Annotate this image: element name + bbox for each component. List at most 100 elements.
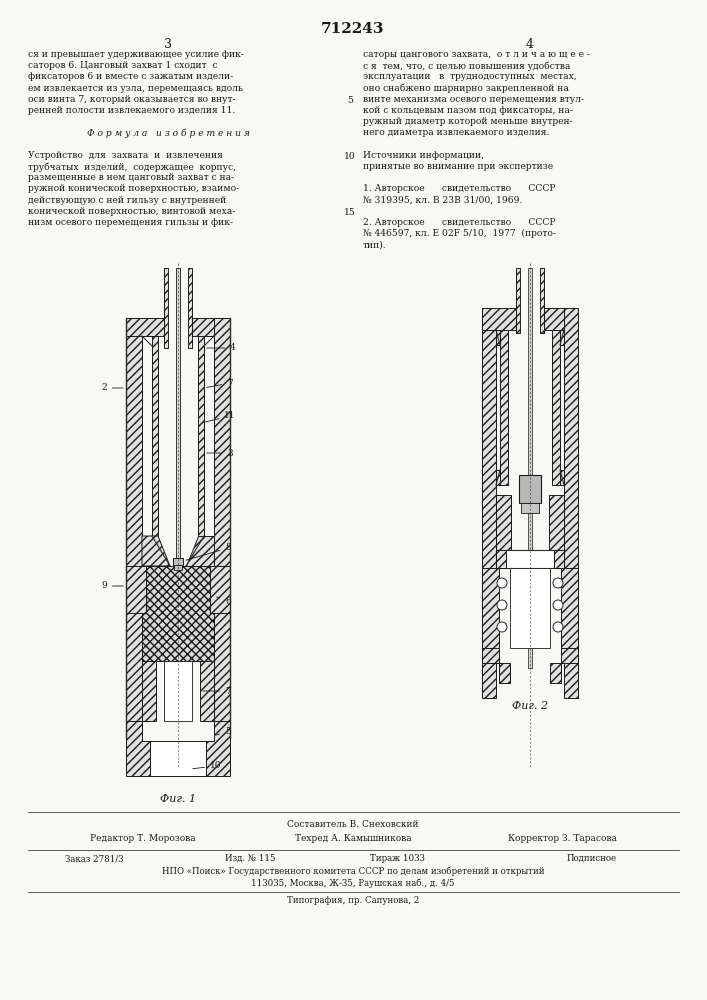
Bar xyxy=(519,475,541,503)
Text: 3: 3 xyxy=(164,38,172,51)
Text: ся и превышает удерживающее усилие фик-: ся и превышает удерживающее усилие фик- xyxy=(28,50,244,59)
Text: Источники информации,: Источники информации, xyxy=(363,151,484,160)
Text: 712243: 712243 xyxy=(321,22,385,36)
Bar xyxy=(198,336,204,536)
Text: 10: 10 xyxy=(193,762,222,770)
Text: 6: 6 xyxy=(216,596,231,605)
Text: Устройство  для  захвата  и  извлечения: Устройство для захвата и извлечения xyxy=(28,151,223,160)
Text: ем извлекается из узла, перемещаясь вдоль: ем извлекается из узла, перемещаясь вдол… xyxy=(28,84,243,93)
Bar xyxy=(510,568,550,648)
Bar xyxy=(173,558,183,565)
Polygon shape xyxy=(500,500,511,545)
Text: Корректор З. Тарасова: Корректор З. Тарасова xyxy=(508,834,617,843)
Bar xyxy=(142,661,156,721)
Bar xyxy=(210,566,230,613)
Text: трубчатых  изделий,  содержащее  корпус,: трубчатых изделий, содержащее корпус, xyxy=(28,162,236,172)
Bar xyxy=(192,318,214,336)
Text: низм осевого перемещения гильзы и фик-: низм осевого перемещения гильзы и фик- xyxy=(28,218,233,227)
Circle shape xyxy=(553,600,563,610)
Polygon shape xyxy=(206,721,230,776)
Polygon shape xyxy=(560,330,564,345)
Bar xyxy=(528,268,532,668)
Text: винте механизма осевого перемещения втул-: винте механизма осевого перемещения втул… xyxy=(363,95,584,104)
Bar xyxy=(554,550,564,568)
Text: размещенные в нем цанговый захват с на-: размещенные в нем цанговый захват с на- xyxy=(28,173,234,182)
Text: 9: 9 xyxy=(101,582,123,590)
Text: Изд. № 115: Изд. № 115 xyxy=(225,854,276,863)
Text: 2. Авторское      свидетельство      СССР: 2. Авторское свидетельство СССР xyxy=(363,218,556,227)
Bar xyxy=(188,268,192,348)
Text: 1. Авторское      свидетельство      СССР: 1. Авторское свидетельство СССР xyxy=(363,184,556,193)
Bar xyxy=(152,336,158,536)
Text: ружный диаметр которой меньше внутрен-: ружный диаметр которой меньше внутрен- xyxy=(363,117,573,126)
Text: Типография, пр. Сапунова, 2: Типография, пр. Сапунова, 2 xyxy=(287,896,419,905)
Bar xyxy=(164,661,192,721)
Polygon shape xyxy=(186,536,214,566)
Text: Фиг. 1: Фиг. 1 xyxy=(160,794,196,804)
Circle shape xyxy=(497,600,507,610)
Polygon shape xyxy=(482,648,510,683)
Polygon shape xyxy=(549,500,560,545)
Text: Составитель В. Снеховский: Составитель В. Снеховский xyxy=(287,820,419,829)
Bar xyxy=(200,661,214,721)
Text: 5: 5 xyxy=(216,726,231,736)
Text: 10: 10 xyxy=(344,152,356,161)
Circle shape xyxy=(497,622,507,632)
Text: фиксаторов 6 и вместе с зажатым издели-: фиксаторов 6 и вместе с зажатым издели- xyxy=(28,72,233,81)
Text: 4: 4 xyxy=(526,38,534,51)
Bar xyxy=(126,566,146,613)
Text: 3: 3 xyxy=(206,448,233,458)
Bar xyxy=(482,308,496,698)
Text: Фиг. 2: Фиг. 2 xyxy=(512,701,548,711)
Text: Заказ 2781/3: Заказ 2781/3 xyxy=(65,854,124,863)
Bar xyxy=(496,550,564,568)
Polygon shape xyxy=(560,470,564,485)
Circle shape xyxy=(553,578,563,588)
Text: оси винта 7, который оказывается во внут-: оси винта 7, который оказывается во внут… xyxy=(28,95,235,104)
Bar xyxy=(552,330,560,485)
Bar xyxy=(142,566,214,661)
Text: 2: 2 xyxy=(101,383,123,392)
Text: ружной конической поверхностью, взаимо-: ружной конической поверхностью, взаимо- xyxy=(28,184,239,193)
Bar xyxy=(150,741,206,776)
Bar xyxy=(126,318,164,336)
Text: 5: 5 xyxy=(347,96,353,105)
Polygon shape xyxy=(496,495,511,550)
Bar xyxy=(561,568,578,648)
Bar xyxy=(482,308,516,330)
Text: эксплуатации   в  труднодоступных  местах,: эксплуатации в труднодоступных местах, xyxy=(363,72,577,81)
Text: тип).: тип). xyxy=(363,240,387,249)
Text: оно снабжено шарнирно закрепленной на: оно снабжено шарнирно закрепленной на xyxy=(363,84,569,93)
Bar xyxy=(126,318,142,738)
Text: Подписное: Подписное xyxy=(567,854,617,863)
Circle shape xyxy=(497,578,507,588)
Bar xyxy=(176,268,180,608)
Text: с я  тем, что, с целью повышения удобства: с я тем, что, с целью повышения удобства xyxy=(363,61,571,71)
Text: саторы цангового захвата,  о т л и ч а ю щ е е -: саторы цангового захвата, о т л и ч а ю … xyxy=(363,50,590,59)
Text: Техред А. Камышникова: Техред А. Камышникова xyxy=(295,834,411,843)
Text: Редактор Т. Морозова: Редактор Т. Морозова xyxy=(90,834,196,843)
Bar xyxy=(174,565,182,570)
Circle shape xyxy=(553,622,563,632)
Text: 7: 7 xyxy=(203,686,231,696)
Text: действующую с ней гильзу с внутренней: действующую с ней гильзу с внутренней xyxy=(28,196,226,205)
Polygon shape xyxy=(549,495,564,550)
Bar xyxy=(516,268,520,333)
Polygon shape xyxy=(496,470,500,485)
Text: 4: 4 xyxy=(206,344,236,353)
Text: саторов 6. Цанговый захват 1 сходит  с: саторов 6. Цанговый захват 1 сходит с xyxy=(28,61,218,70)
Bar xyxy=(496,550,506,568)
Text: кой с кольцевым пазом под фиксаторы, на-: кой с кольцевым пазом под фиксаторы, на- xyxy=(363,106,573,115)
Text: Ф о р м у л а   и з о б р е т е н и я: Ф о р м у л а и з о б р е т е н и я xyxy=(86,128,250,138)
Text: 15: 15 xyxy=(344,208,356,217)
Polygon shape xyxy=(550,648,578,683)
Bar xyxy=(544,308,564,330)
Text: № 319395, кл. В 23В 31/00, 1969.: № 319395, кл. В 23В 31/00, 1969. xyxy=(363,196,522,205)
Bar xyxy=(500,330,508,485)
Bar xyxy=(482,568,499,648)
Text: 7: 7 xyxy=(206,378,233,387)
Text: него диаметра извлекаемого изделия.: него диаметра извлекаемого изделия. xyxy=(363,128,549,137)
Bar xyxy=(540,268,544,333)
Bar xyxy=(164,268,168,348)
Text: ренней полости извлекаемого изделия 11.: ренней полости извлекаемого изделия 11. xyxy=(28,106,235,115)
